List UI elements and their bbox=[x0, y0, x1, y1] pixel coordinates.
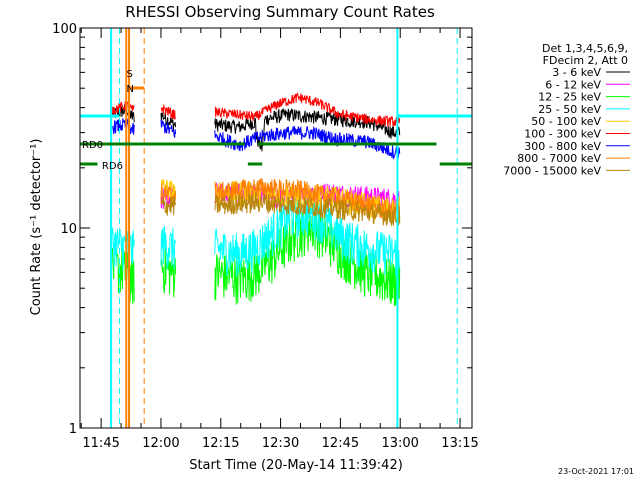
legend-entry-4: 25 - 50 keV bbox=[538, 103, 601, 116]
x-tick-label: 12:15 bbox=[202, 436, 239, 451]
series-line-3-segment-3 bbox=[214, 206, 401, 307]
legend-entry-8: 800 - 7000 keV bbox=[517, 152, 601, 165]
series-line-1-segment-3 bbox=[214, 108, 401, 152]
legend-entry-5: 50 - 100 keV bbox=[531, 115, 601, 128]
legend-entry-9: 7000 - 15000 keV bbox=[503, 164, 601, 177]
plot-area: SN RD0 RD6 1 10 100 11:45 12:00 12:15 12:30 12:45 1… bbox=[52, 22, 479, 451]
series-line-6-segment-3 bbox=[214, 92, 401, 127]
generation-timestamp: 23-Oct-2021 17:01 bbox=[558, 467, 634, 476]
marker-label-rd0: RD0 bbox=[82, 140, 103, 151]
legend-entry-3: 12 - 25 keV bbox=[538, 91, 601, 104]
series-line-7-segment-1 bbox=[112, 118, 135, 135]
y-tick-label: 1 bbox=[69, 422, 77, 437]
x-axis-label: Start Time (20-May-14 11:39:42) bbox=[189, 458, 403, 473]
x-tick-label: 13:15 bbox=[441, 436, 478, 451]
marker-label-n: N bbox=[126, 84, 133, 95]
series-line-4-segment-2 bbox=[160, 225, 177, 269]
legend: Det 1,3,4,5,6,9, FDecim 2, Att 0 3 - 6 k… bbox=[503, 42, 630, 177]
y-axis-label: Count Rate (s⁻¹ detector⁻¹) bbox=[29, 139, 44, 316]
series-line-4-segment-1 bbox=[111, 227, 135, 270]
series-line-8-segment-2 bbox=[214, 178, 401, 223]
series-line-4-segment-3 bbox=[214, 194, 401, 278]
series-line-7-segment-2 bbox=[160, 119, 177, 138]
x-tick-label: 13:00 bbox=[381, 436, 418, 451]
series-line-6-segment-1 bbox=[111, 100, 135, 116]
x-tick-label: 11:45 bbox=[82, 436, 119, 451]
series-line-9-segment-1 bbox=[160, 195, 177, 216]
legend-entry-2: 6 - 12 keV bbox=[545, 78, 601, 91]
legend-header-line-2: FDecim 2, Att 0 bbox=[543, 54, 628, 67]
series-line-6-segment-2 bbox=[160, 104, 176, 121]
marker-label-s: S bbox=[126, 69, 132, 80]
marker-label-rd6: RD6 bbox=[102, 161, 123, 172]
legend-entry-6: 100 - 300 keV bbox=[524, 128, 601, 141]
legend-entry-7: 300 - 800 keV bbox=[524, 140, 601, 153]
legend-header-line-1: Det 1,3,4,5,6,9, bbox=[542, 42, 628, 55]
x-tick-label: 12:45 bbox=[322, 436, 359, 451]
y-tick-label: 10 bbox=[60, 222, 77, 237]
y-tick-label: 100 bbox=[52, 22, 77, 37]
chart-title: RHESSI Observing Summary Count Rates bbox=[125, 3, 435, 21]
x-tick-label: 12:30 bbox=[262, 436, 299, 451]
x-tick-label: 12:00 bbox=[142, 436, 179, 451]
legend-entry-1: 3 - 6 keV bbox=[552, 66, 601, 79]
series-line-9-segment-2 bbox=[214, 192, 401, 227]
